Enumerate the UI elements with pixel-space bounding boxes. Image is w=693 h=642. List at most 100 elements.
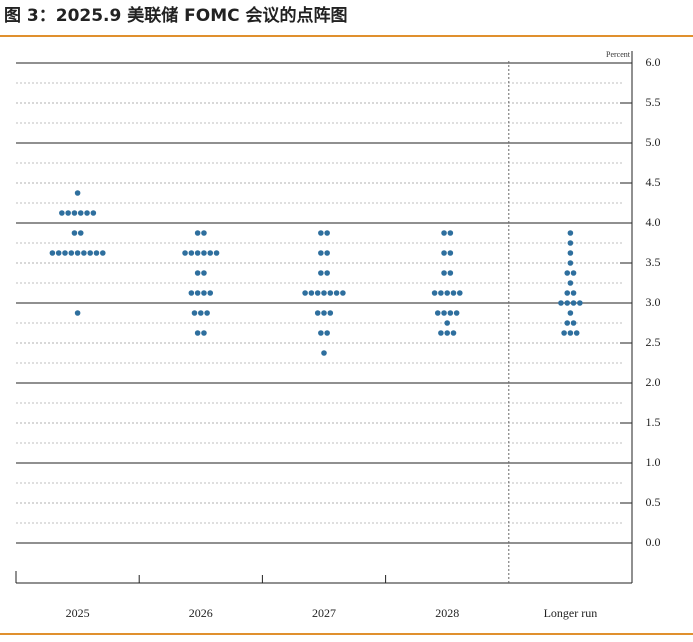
dot (188, 290, 195, 296)
dot (84, 210, 90, 216)
dot (564, 300, 571, 306)
dot (324, 330, 330, 336)
dot (93, 250, 100, 256)
dot (194, 250, 201, 256)
dot (201, 270, 207, 276)
y-tick-label: 0.0 (646, 535, 661, 549)
dot (62, 250, 68, 256)
dot (204, 310, 210, 316)
dot (324, 270, 330, 276)
dot (71, 230, 78, 236)
x-tick-label: 2027 (312, 606, 336, 620)
dot (100, 250, 106, 256)
dot (457, 290, 463, 296)
dot (567, 240, 574, 246)
y-tick-label: 1.5 (646, 415, 661, 429)
dot (191, 310, 198, 316)
dot (188, 250, 195, 256)
dot (318, 250, 324, 256)
dot (314, 290, 321, 296)
dot (194, 330, 201, 336)
dot (441, 250, 447, 256)
dot (182, 250, 188, 256)
y-unit: Percent (606, 50, 631, 59)
dot (567, 250, 574, 256)
dot (564, 270, 571, 276)
dot (74, 190, 81, 196)
dot (570, 320, 577, 326)
dot (207, 290, 214, 296)
dot (321, 310, 327, 316)
dot (444, 320, 451, 326)
dot (573, 330, 580, 336)
dot (444, 290, 451, 296)
dot (564, 320, 571, 326)
dot (87, 250, 93, 256)
dot (564, 290, 571, 296)
dot (318, 230, 324, 236)
y-tick-label: 2.0 (646, 375, 661, 389)
y-tick-label: 5.0 (646, 135, 661, 149)
dot (567, 310, 574, 316)
dot (194, 270, 201, 276)
dot (207, 250, 214, 256)
dot (567, 230, 574, 236)
y-tick-label: 6.0 (646, 55, 661, 69)
dot (318, 270, 324, 276)
x-tick-label: 2028 (435, 606, 459, 620)
dot (570, 300, 577, 306)
dot (447, 310, 454, 316)
dot (441, 230, 447, 236)
dot (201, 290, 207, 296)
dot (194, 290, 201, 296)
dot (201, 230, 207, 236)
dot (438, 330, 444, 336)
dot (444, 330, 451, 336)
dot (570, 270, 577, 276)
dot (577, 300, 583, 306)
dot (308, 290, 315, 296)
dot (77, 230, 84, 236)
dot (567, 260, 574, 266)
dot (438, 290, 444, 296)
dot (431, 290, 438, 296)
dot (302, 290, 308, 296)
x-tick-label: Longer run (544, 606, 598, 620)
dot (450, 290, 457, 296)
dot (65, 210, 71, 216)
x-tick-label: 2025 (66, 606, 90, 620)
dot (450, 330, 457, 336)
dot (59, 210, 65, 216)
dot (333, 290, 340, 296)
dot (90, 210, 97, 216)
dot (321, 350, 327, 356)
dot (324, 230, 330, 236)
dot (74, 250, 81, 256)
dot (441, 310, 447, 316)
dot (441, 270, 447, 276)
dot (77, 210, 84, 216)
x-tick-label: 2026 (189, 606, 213, 620)
dot (71, 210, 78, 216)
y-tick-label: 2.5 (646, 335, 661, 349)
dot (434, 310, 441, 316)
dot (327, 310, 334, 316)
dot (198, 310, 204, 316)
dot (49, 250, 56, 256)
dot (447, 230, 454, 236)
dot (81, 250, 87, 256)
dot (201, 330, 207, 336)
dot (213, 250, 220, 256)
dot (68, 250, 75, 256)
dot (194, 230, 201, 236)
dot (447, 250, 454, 256)
y-tick-label: 5.5 (646, 95, 661, 109)
dot (327, 290, 334, 296)
dot (318, 330, 324, 336)
dot (314, 310, 321, 316)
y-tick-label: 4.5 (646, 175, 661, 189)
dot (55, 250, 62, 256)
dot (561, 330, 567, 336)
dot (558, 300, 564, 306)
